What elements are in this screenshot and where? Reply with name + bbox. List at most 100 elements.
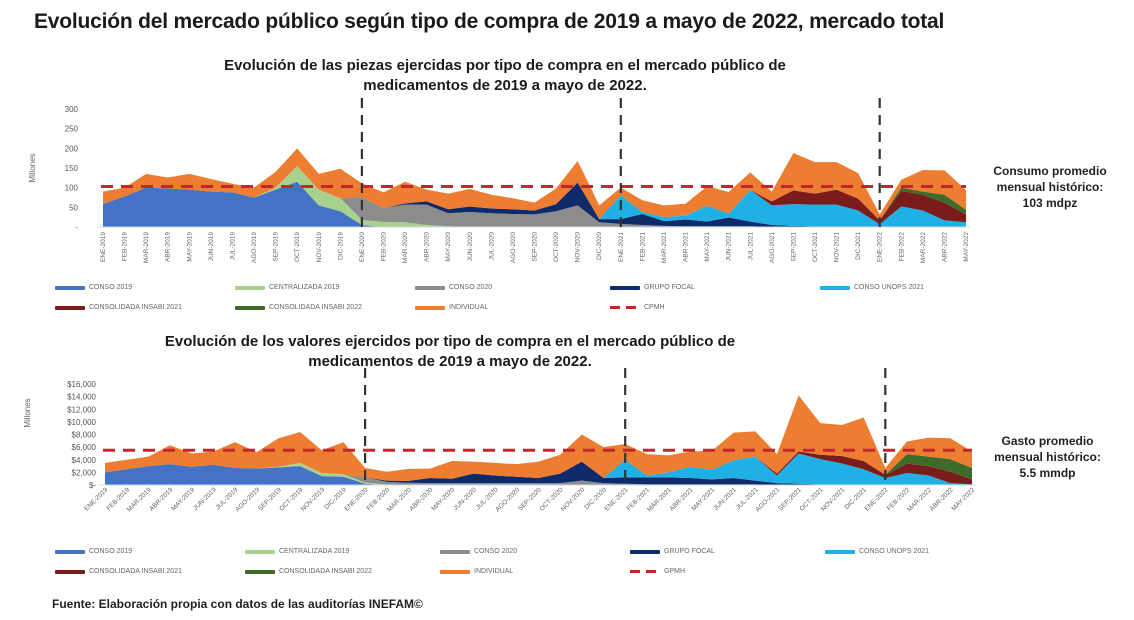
legend-swatch (55, 569, 85, 574)
x-tick-label: ABR-2020 (424, 232, 431, 262)
x-tick-label: AGO-2019 (251, 232, 258, 263)
legend-label: INDIVIDUAL (474, 568, 514, 575)
x-tick-label: MAY-2019 (186, 232, 193, 262)
x-tick-label: ABR-2022 (941, 232, 948, 262)
x-tick-label: JUN-2020 (452, 486, 478, 512)
legend-label: CONSO 2020 (474, 548, 518, 555)
legend-item-conso-unops2021: CONSO UNOPS 2021 (820, 284, 924, 291)
chart2-title-line1: Evolución de los valores ejercidos por t… (164, 333, 736, 350)
x-tick-label: NOV-2021 (834, 232, 841, 263)
x-tick-label: JUN-2019 (208, 232, 215, 262)
chart2-title: Evolución de los valores ejercidos por t… (60, 332, 840, 372)
x-tick-label: DIC-2020 (596, 232, 603, 260)
legend-item-conso2020: CONSO 2020 (415, 284, 492, 291)
x-tick-label: NOV-2020 (575, 232, 582, 263)
x-tick-label: ABR-2019 (165, 232, 172, 262)
x-tick-label: NOV-2020 (560, 486, 587, 513)
legend-label: GPMH (664, 568, 685, 575)
legend-swatch (235, 305, 265, 310)
y-tick-label: 150 (65, 164, 79, 173)
y-tick-label: 300 (65, 105, 79, 114)
legend-label: CONSOLIDADA INSABI 2022 (269, 304, 362, 311)
y-tick-label: $6,000 (72, 443, 97, 452)
legend-label: GRUPO FOCAL (644, 284, 695, 291)
chart1-title-line2: medicamentos de 2019 a mayo de 2022. (363, 77, 647, 94)
legend-item-grupo-focal: GRUPO FOCAL (630, 548, 715, 555)
chart2-title-line2: medicamentos de 2019 a mayo de 2022. (308, 353, 592, 370)
x-tick-label: DIC-2021 (855, 232, 862, 260)
legend-swatch (245, 549, 275, 554)
x-tick-label: FEB-2022 (898, 232, 905, 262)
y-tick-label: $12,000 (67, 405, 96, 414)
chart1-side-note: Consumo promedio mensual histórico: 103 … (990, 163, 1110, 211)
x-tick-label: ABR-2021 (683, 232, 690, 262)
x-tick-label: MAY-2021 (704, 232, 711, 262)
legend-label: CONSOLIDADA INSABI 2022 (279, 568, 372, 575)
legend-label: CONSO 2019 (89, 284, 133, 291)
legend-label: CONSO UNOPS 2021 (854, 284, 925, 291)
chart1-side-note-line2: mensual histórico: (996, 180, 1104, 194)
x-tick-label: AGO-2021 (769, 232, 776, 263)
legend-swatch (55, 549, 85, 554)
x-tick-label: FEB-2021 (639, 232, 646, 262)
chart2-side-note-line1: Gasto promedio (1001, 434, 1094, 448)
x-tick-label: MAR-2022 (920, 232, 927, 263)
legend-item-conso2020: CONSO 2020 (440, 548, 517, 555)
legend-swatch (245, 569, 275, 574)
x-tick-label: OCT-2019 (294, 232, 301, 262)
legend-item-conso2019: CONSO 2019 (55, 548, 132, 555)
x-tick-label: FEB-2019 (122, 232, 129, 262)
legend-label: CONSOLIDADA INSABI 2021 (89, 304, 182, 311)
legend-label: CONSO 2019 (89, 548, 133, 555)
legend-item-centralizada2019: CENTRALIZADA 2019 (235, 284, 339, 291)
legend-item-insabi2021: CONSOLIDADA INSABI 2021 (55, 304, 182, 311)
legend-swatch (415, 305, 445, 310)
legend-label: CONSOLIDADA INSABI 2021 (89, 568, 182, 575)
y-tick-label: $16,000 (67, 380, 96, 389)
x-tick-label: NOV-2021 (820, 486, 847, 513)
legend-swatch (440, 549, 470, 554)
legend-item-individual: INDIVIDUAL (415, 304, 488, 311)
x-tick-label: JUL-2021 (747, 232, 754, 261)
y-tick-label: 100 (65, 184, 79, 193)
x-tick-label: JUL-2019 (229, 232, 236, 261)
area-insabi2021 (103, 166, 966, 225)
chart1-title: Evolución de las piezas ejercidas por ti… (120, 56, 890, 96)
chart2-side-note-line2: mensual histórico: (994, 450, 1101, 464)
legend-swatch (610, 285, 640, 290)
area-conso2019 (105, 464, 972, 485)
legend-label: GRUPO FOCAL (664, 548, 715, 555)
legend-label: INDIVIDUAL (449, 304, 489, 311)
legend-item-reference: CPMH (610, 304, 665, 311)
legend-item-grupo-focal: GRUPO FOCAL (610, 284, 695, 291)
legend-swatch (825, 549, 855, 554)
x-tick-label: ENE-2019 (100, 232, 107, 262)
legend-item-insabi2022: CONSOLIDADA INSABI 2022 (245, 568, 372, 575)
x-tick-label: ENE-2020 (359, 232, 366, 262)
legend-swatch (55, 305, 85, 310)
legend-item-reference: GPMH (630, 568, 685, 575)
x-tick-label: ENE-2021 (618, 232, 625, 262)
x-tick-label: MAY-2020 (445, 232, 452, 262)
area-conso2020 (103, 166, 966, 227)
x-tick-label: JUN-2020 (467, 232, 474, 262)
x-tick-label: JUN-2021 (726, 232, 733, 262)
legend-swatch (610, 305, 640, 310)
legend-label: CONSO UNOPS 2021 (859, 548, 930, 555)
legend-swatch (55, 285, 85, 290)
legend-swatch (415, 285, 445, 290)
x-tick-label: SEP-2021 (790, 232, 797, 262)
chart1-title-line1: Evolución de las piezas ejercidas por ti… (224, 57, 786, 74)
chart1-side-note-line3: 103 mdpz (1022, 196, 1078, 210)
x-tick-label: DIC-2019 (337, 232, 344, 260)
y-tick-label: $4,000 (72, 456, 97, 465)
y-axis-label: Millones (28, 153, 37, 182)
legend-item-conso-unops2021: CONSO UNOPS 2021 (825, 548, 929, 555)
x-tick-label: MAR-2021 (661, 232, 668, 263)
x-tick-label: SEP-2019 (273, 232, 280, 262)
x-tick-label: AGO-2020 (510, 232, 517, 263)
y-tick-label: $- (89, 481, 96, 490)
y-tick-label: - (75, 223, 78, 232)
x-tick-label: SEP-2020 (532, 232, 539, 262)
